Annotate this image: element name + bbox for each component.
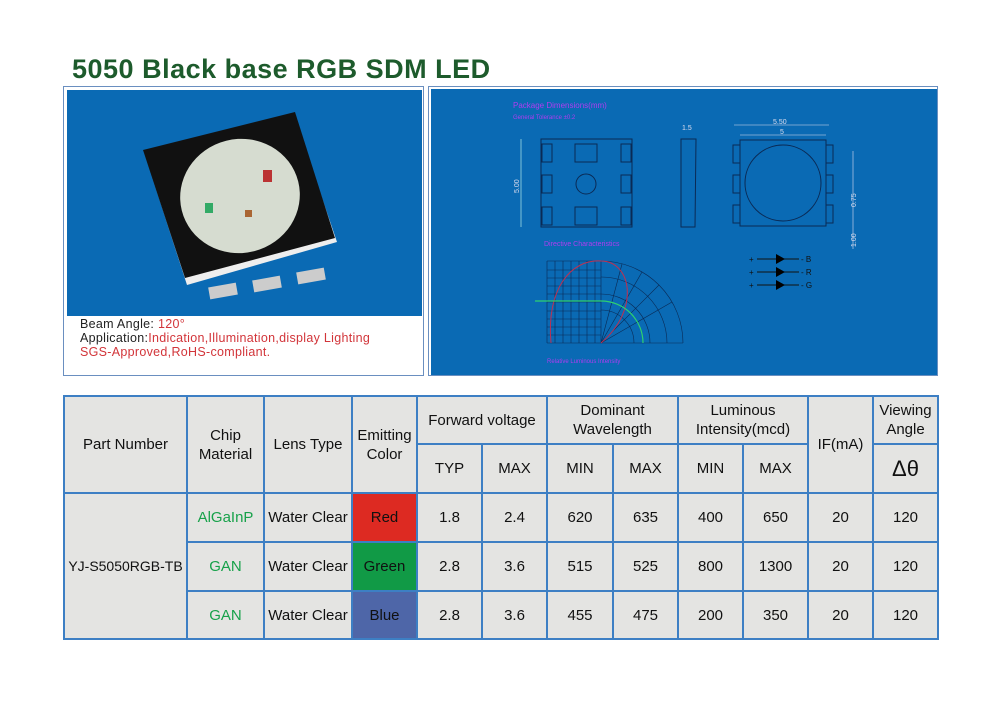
color-cell-green: Green — [351, 541, 418, 592]
header-part-number: Part Number — [63, 395, 188, 494]
pin-plus: + — [749, 281, 754, 290]
header-wl-max: MAX — [612, 443, 679, 494]
top-view — [732, 139, 834, 227]
color-cell-red: Red — [351, 492, 418, 543]
li-min-cell: 400 — [677, 492, 744, 543]
green-curve — [535, 300, 644, 344]
led-terminals — [208, 267, 326, 300]
header-chip-material: Chip Material — [186, 395, 265, 494]
wl-min-cell: 515 — [546, 541, 614, 592]
lens — [180, 138, 300, 254]
dim-height: 5.00 — [514, 179, 521, 193]
beam-angle-label: Beam Angle: — [80, 317, 158, 331]
page-title: 5050 Black base RGB SDM LED — [72, 54, 491, 84]
header-emitting-color: Emitting Color — [351, 395, 418, 494]
pin-diagram: + - B + - R + - G — [749, 254, 812, 290]
directive-xlabel: Relative Luminous Intensity — [547, 359, 620, 365]
application-label: Application: — [80, 331, 149, 345]
header-fv-typ: TYP — [416, 443, 483, 494]
pin-plus: + — [749, 255, 754, 264]
header-wl-min: MIN — [546, 443, 614, 494]
header-viewing-angle: Viewing Angle — [872, 395, 939, 445]
dim-pad: 1.00 — [851, 233, 858, 247]
application-value: Indication,Illumination,display Lighting — [148, 331, 371, 345]
lens-cell: Water Clear — [263, 541, 353, 592]
lens-cell: Water Clear — [263, 492, 353, 543]
pin-r: - R — [801, 268, 812, 277]
table-row: YJ-S5050RGB-TB AlGaInP Water Clear Red 1… — [63, 492, 939, 640]
chip-cell: GAN — [186, 590, 265, 640]
wl-max-cell: 635 — [612, 492, 679, 543]
table-row: GAN Water Clear Green 2.8 3.6 515 525 80… — [64, 541, 939, 592]
fv-max-cell: 2.4 — [481, 492, 548, 543]
package-dimensions-title: Package Dimensions(mm) — [513, 101, 607, 110]
fv-typ-cell: 1.8 — [416, 492, 483, 543]
fv-typ-cell: 2.8 — [416, 541, 483, 592]
pin-plus: + — [749, 268, 754, 277]
chip-cell: AlGaInP — [186, 492, 265, 543]
wl-max-cell: 475 — [612, 590, 679, 640]
fv-typ-cell: 2.8 — [416, 590, 483, 640]
li-min-cell: 800 — [677, 541, 744, 592]
header-luminous-intensity: Luminous Intensity(mcd) — [677, 395, 809, 445]
product-photo-panel: Beam Angle: 120° Application:Indication,… — [63, 86, 424, 376]
dim-thickness: 1.5 — [682, 125, 692, 132]
table-row: GAN Water Clear Blue 2.8 3.6 455 475 200… — [64, 590, 939, 640]
approval-text: SGS-Approved,RoHS-compliant. — [80, 345, 271, 359]
beam-angle-value: 120° — [157, 317, 186, 331]
header-fv-max: MAX — [481, 443, 548, 494]
if-cell: 20 — [807, 590, 874, 640]
polar-chart — [546, 260, 684, 344]
if-cell: 20 — [807, 541, 874, 592]
li-max-cell: 1300 — [742, 541, 809, 592]
header-forward-voltage: Forward voltage — [416, 395, 548, 445]
header-lens-type: Lens Type — [263, 395, 353, 494]
angle-cell: 120 — [872, 541, 939, 592]
side-view — [680, 138, 697, 228]
li-min-cell: 200 — [677, 590, 744, 640]
dim-pitch: 0.75 — [851, 193, 858, 207]
header-dominant-wavelength: Dominant Wavelength — [546, 395, 679, 445]
part-number-cell: YJ-S5050RGB-TB — [63, 492, 188, 640]
led-photo — [67, 90, 422, 316]
bottom-view — [540, 138, 633, 228]
chip-cell: GAN — [186, 541, 265, 592]
wl-min-cell: 455 — [546, 590, 614, 640]
angle-cell: 120 — [872, 492, 939, 543]
header-if: IF(mA) — [807, 395, 874, 494]
dimension-drawing: Package Dimensions(mm) General Tolerance… — [431, 89, 937, 375]
dim-inner: 5 — [780, 129, 784, 136]
header-angle-symbol: Δθ — [872, 443, 939, 494]
color-cell-blue: Blue — [351, 590, 418, 640]
wl-max-cell: 525 — [612, 541, 679, 592]
dim-outer: 5.50 — [773, 119, 787, 126]
directive-title: Directive Characteristics — [544, 241, 620, 248]
li-max-cell: 650 — [742, 492, 809, 543]
li-max-cell: 350 — [742, 590, 809, 640]
header-li-max: MAX — [742, 443, 809, 494]
pin-g: - G — [801, 281, 812, 290]
if-cell: 20 — [807, 492, 874, 543]
tolerance-text: General Tolerance ±0.2 — [513, 115, 576, 121]
wl-min-cell: 620 — [546, 492, 614, 543]
spec-table: Part Number Chip Material Lens Type Emit… — [63, 395, 939, 640]
angle-cell: 120 — [872, 590, 939, 640]
photo-caption: Beam Angle: 120° Application:Indication,… — [80, 317, 370, 359]
pin-b: - B — [801, 255, 811, 264]
fv-max-cell: 3.6 — [481, 590, 548, 640]
fv-max-cell: 3.6 — [481, 541, 548, 592]
lens-cell: Water Clear — [263, 590, 353, 640]
drawing-panel: Package Dimensions(mm) General Tolerance… — [428, 86, 938, 376]
header-li-min: MIN — [677, 443, 744, 494]
